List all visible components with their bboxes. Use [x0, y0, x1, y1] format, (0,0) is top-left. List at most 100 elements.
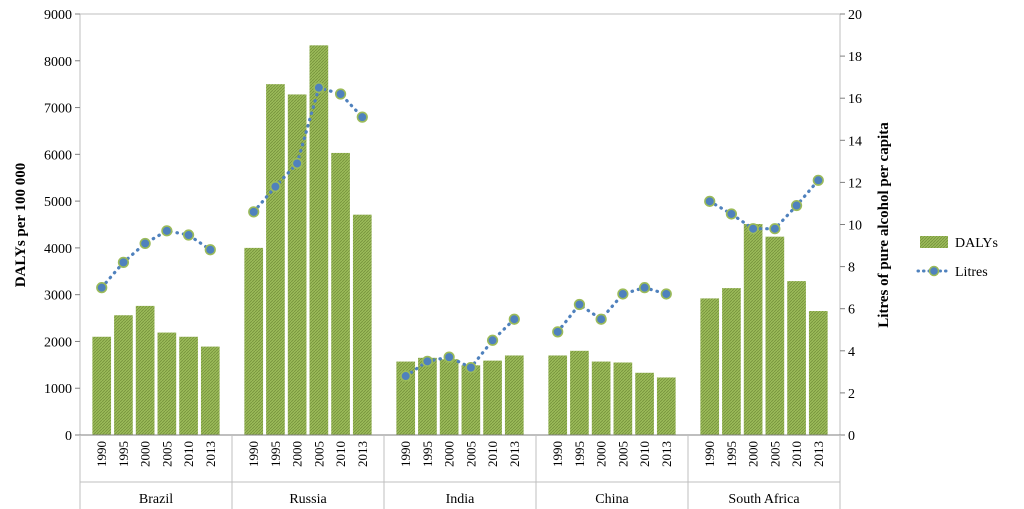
bar-china-1995	[570, 350, 589, 435]
x-year-label: 2010	[333, 441, 348, 467]
x-year-label: 1995	[116, 441, 131, 467]
x-year-label: 1990	[550, 441, 565, 467]
litres-point-brazil-1995	[117, 256, 130, 268]
legend-swatch-dalys	[920, 236, 948, 248]
litres-point-russia-2005	[313, 82, 325, 94]
x-year-label: 1990	[398, 441, 413, 467]
legend: DALYs Litres	[916, 236, 998, 280]
y-left-tick-label: 3000	[44, 289, 72, 304]
y-left-tick-label: 9000	[44, 8, 72, 23]
litres-point-russia-1990	[248, 206, 260, 218]
x-group-label: China	[595, 492, 629, 507]
x-year-label: 2005	[159, 441, 174, 467]
bar-russia-2013	[352, 214, 372, 435]
x-year-label: 2013	[659, 441, 674, 467]
bar-china-2000	[591, 361, 611, 435]
litres-point-south-africa-1990	[704, 195, 716, 207]
litres-point-china-1990	[552, 326, 564, 338]
litres-point-russia-1995	[269, 181, 282, 193]
litres-point-brazil-2000	[139, 237, 151, 250]
y-right-tick-label: 14	[848, 134, 862, 149]
y-right-tick-label: 10	[848, 219, 862, 234]
litres-point-china-2000	[595, 313, 607, 325]
x-year-label: 2005	[311, 441, 326, 467]
bar-india-2010	[483, 360, 502, 435]
x-year-label: 2005	[767, 441, 782, 467]
litres-point-india-2013	[508, 313, 520, 325]
bar-china-1990	[548, 355, 568, 435]
y-right-tick-label: 2	[848, 387, 855, 402]
y-left-axis-title: DALYs per 100 000	[13, 163, 29, 288]
x-year-label: 2010	[181, 441, 196, 467]
bar-south-africa-2005	[765, 236, 785, 435]
litres-point-brazil-2010	[182, 229, 195, 241]
x-year-label: 1995	[572, 441, 587, 467]
x-group-label: Russia	[289, 492, 327, 507]
x-year-label: 1995	[724, 441, 739, 467]
litres-point-brazil-2013	[204, 244, 216, 256]
line-layer	[96, 82, 824, 382]
bar-india-2013	[504, 355, 524, 435]
litres-point-india-2010	[486, 334, 499, 346]
litres-point-russia-2000	[291, 157, 303, 170]
bar-russia-1990	[244, 247, 264, 435]
bar-india-2005	[461, 365, 481, 435]
bar-russia-2010	[331, 152, 350, 435]
bar-india-2000	[439, 359, 459, 435]
y-left-tick-label: 0	[65, 429, 72, 444]
litres-point-russia-2010	[334, 88, 347, 100]
litres-point-south-africa-2010	[790, 199, 803, 212]
x-year-label: 1990	[94, 441, 109, 467]
x-year-label: 2000	[746, 441, 761, 467]
x-year-label: 2000	[138, 441, 153, 467]
bar-brazil-1995	[114, 315, 133, 435]
bar-brazil-2005	[157, 332, 177, 435]
axes-layer: 0 1000 2000 3000 4000 5000 6000 7000 8000 9000 0 2 4…	[44, 8, 862, 509]
bar-south-africa-1995	[722, 288, 741, 435]
legend-label-litres: Litres	[955, 265, 988, 280]
y-left-tick-label: 8000	[44, 55, 72, 70]
y-right-tick-label: 6	[848, 303, 855, 318]
litres-point-china-2013	[660, 288, 672, 300]
y-left-tick-label: 7000	[44, 102, 72, 117]
litres-point-south-africa-2000	[747, 223, 759, 235]
litres-point-brazil-1990	[96, 282, 108, 294]
x-year-label: 2005	[463, 441, 478, 467]
x-year-label: 2000	[442, 441, 457, 467]
bar-china-2010	[635, 372, 654, 435]
x-group-label: Brazil	[139, 492, 173, 507]
bar-india-1995	[418, 357, 437, 435]
y-left-tick-label: 1000	[44, 382, 72, 397]
bar-china-2005	[613, 362, 633, 435]
x-year-label: 2010	[485, 441, 500, 467]
litres-point-south-africa-1995	[725, 208, 738, 220]
litres-line-china	[556, 285, 668, 334]
litres-point-south-africa-2013	[812, 174, 824, 186]
litres-point-india-1995	[421, 355, 434, 367]
x-year-label: 1995	[268, 441, 283, 467]
bar-brazil-2000	[135, 305, 155, 435]
y-right-tick-label: 12	[848, 176, 862, 191]
x-year-label: 2013	[355, 441, 370, 467]
litres-point-south-africa-2005	[769, 223, 781, 235]
litres-point-india-1990	[400, 370, 412, 382]
litres-point-russia-2013	[356, 111, 368, 123]
bar-russia-2000	[287, 94, 307, 436]
litres-point-india-2000	[443, 351, 455, 363]
y-right-axis-title: Litres of pure alcohol per capita	[876, 122, 892, 328]
bar-south-africa-2013	[808, 311, 828, 435]
x-group-label: India	[446, 492, 476, 507]
x-year-label: 2013	[203, 441, 218, 467]
legend-marker-litres	[928, 265, 940, 277]
y-right-tick-label: 8	[848, 261, 855, 276]
x-year-label: 2013	[507, 441, 522, 467]
bar-brazil-1990	[92, 336, 112, 435]
litres-point-china-2010	[638, 282, 651, 294]
y-right-tick-label: 18	[848, 50, 862, 65]
x-year-label: 2000	[594, 441, 609, 467]
bar-south-africa-1990	[700, 298, 720, 435]
x-year-label: 2013	[811, 441, 826, 467]
bar-china-2013	[656, 377, 676, 435]
litres-point-china-1995	[573, 298, 586, 311]
